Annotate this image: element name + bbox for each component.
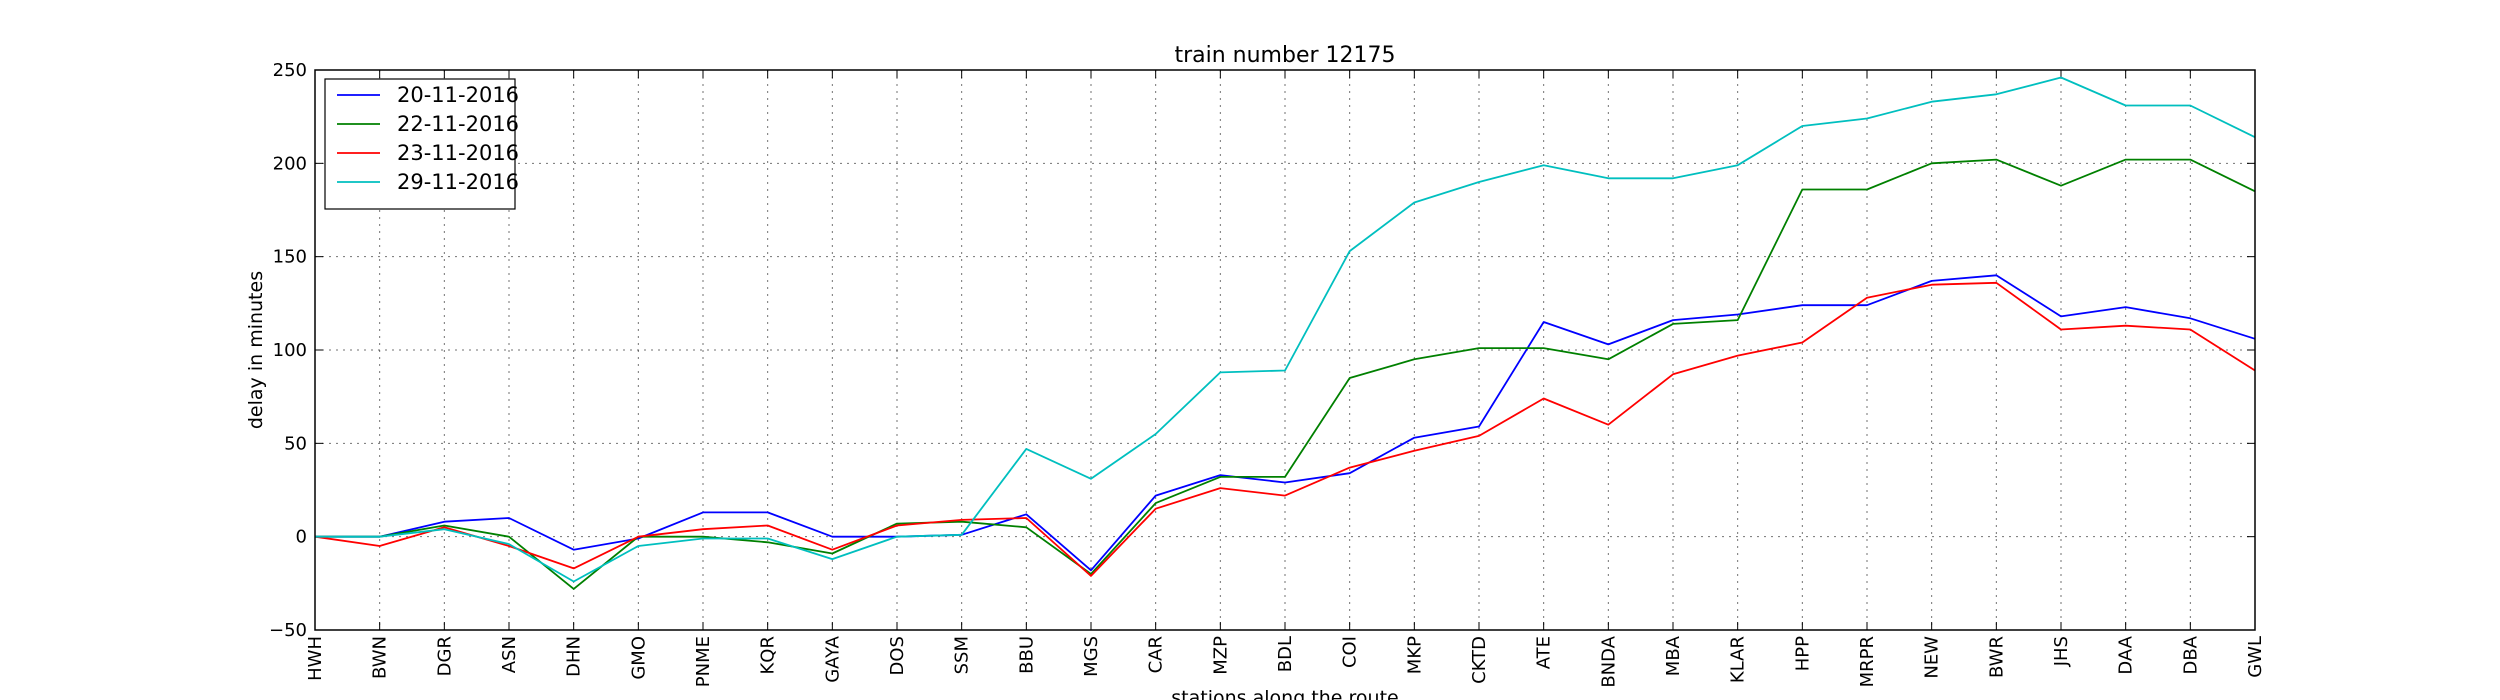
y-tick-label: 200: [273, 153, 307, 174]
series-line-3: [315, 76, 2256, 583]
x-tick-label: BWN: [370, 636, 391, 679]
legend-entry: 29-11-2016: [397, 170, 519, 194]
x-tick-labels: HWH BWN DGR ASN DHN GMO PNME KQR GAYA DOS SSM BBU MG…: [305, 635, 2266, 687]
legend-box: [324, 78, 516, 210]
x-tick-label: GAYA: [822, 635, 843, 682]
legend-entry: 22-11-2016: [397, 112, 519, 136]
x-tick-label: DBA: [2180, 635, 2201, 674]
y-tick-label: 100: [273, 340, 307, 361]
y-tick-label: 50: [284, 433, 307, 454]
x-tick-label: PNME: [693, 636, 714, 687]
y-tick-labels: −50 0 50 100 150 200 250: [269, 60, 307, 641]
y-tick-label: 150: [273, 247, 307, 268]
x-tick-label: MGS: [1081, 636, 1102, 677]
x-tick-label: JHS: [2051, 636, 2072, 667]
y-tick-label: 250: [273, 60, 307, 81]
x-tick-label: KLAR: [1728, 636, 1749, 683]
x-tick-label: MZP: [1210, 636, 1231, 675]
x-tick-label: BBU: [1016, 636, 1037, 674]
legend-entry: 20-11-2016: [397, 83, 519, 107]
y-tick-label: 0: [296, 527, 307, 548]
x-tick-label: CKTD: [1469, 636, 1490, 684]
grid-layer: [314, 69, 2256, 631]
x-tick-label: BNDA: [1598, 635, 1619, 687]
plot-frame: [314, 69, 2256, 631]
series-line-0: [315, 274, 2256, 572]
x-tick-label: NEW: [1922, 636, 1943, 679]
y-tick-label: −50: [269, 620, 307, 641]
x-axis-label: stations along the route: [1171, 687, 1398, 700]
x-tick-label: BDL: [1275, 636, 1296, 672]
x-tick-label: ATE: [1534, 636, 1555, 669]
x-tick-label: HPP: [1792, 636, 1813, 671]
series-layer: [314, 76, 2256, 590]
x-tick-label: MBA: [1663, 635, 1684, 676]
series-line-1: [315, 158, 2256, 590]
chart-title: train number 12175: [1174, 43, 1395, 68]
x-tick-label: GWL: [2245, 636, 2266, 678]
x-tick-label: ASN: [499, 636, 520, 673]
x-tick-label: MKP: [1404, 636, 1425, 674]
x-tick-label: DOS: [887, 636, 908, 675]
series-line-2: [314, 281, 2256, 577]
x-tick-label: DAA: [2116, 635, 2137, 674]
x-tick-label: GMO: [628, 636, 649, 680]
x-tick-label: DGR: [434, 636, 455, 676]
x-tick-label: HWH: [305, 636, 326, 681]
legend-entry: 23-11-2016: [397, 141, 519, 165]
legend: 20-11-2016 22-11-2016 23-11-2016 29-11-2016: [324, 78, 519, 210]
x-tick-label: CAR: [1146, 636, 1167, 673]
x-tick-label: DHN: [564, 636, 585, 677]
x-tick-label: COI: [1340, 636, 1361, 668]
y-axis-label: delay in minutes: [245, 271, 267, 429]
x-tick-label: KQR: [758, 636, 779, 674]
x-tick-label: MRPR: [1857, 636, 1878, 687]
x-tick-label: SSM: [952, 636, 973, 674]
x-tick-label: BWR: [1986, 636, 2007, 678]
